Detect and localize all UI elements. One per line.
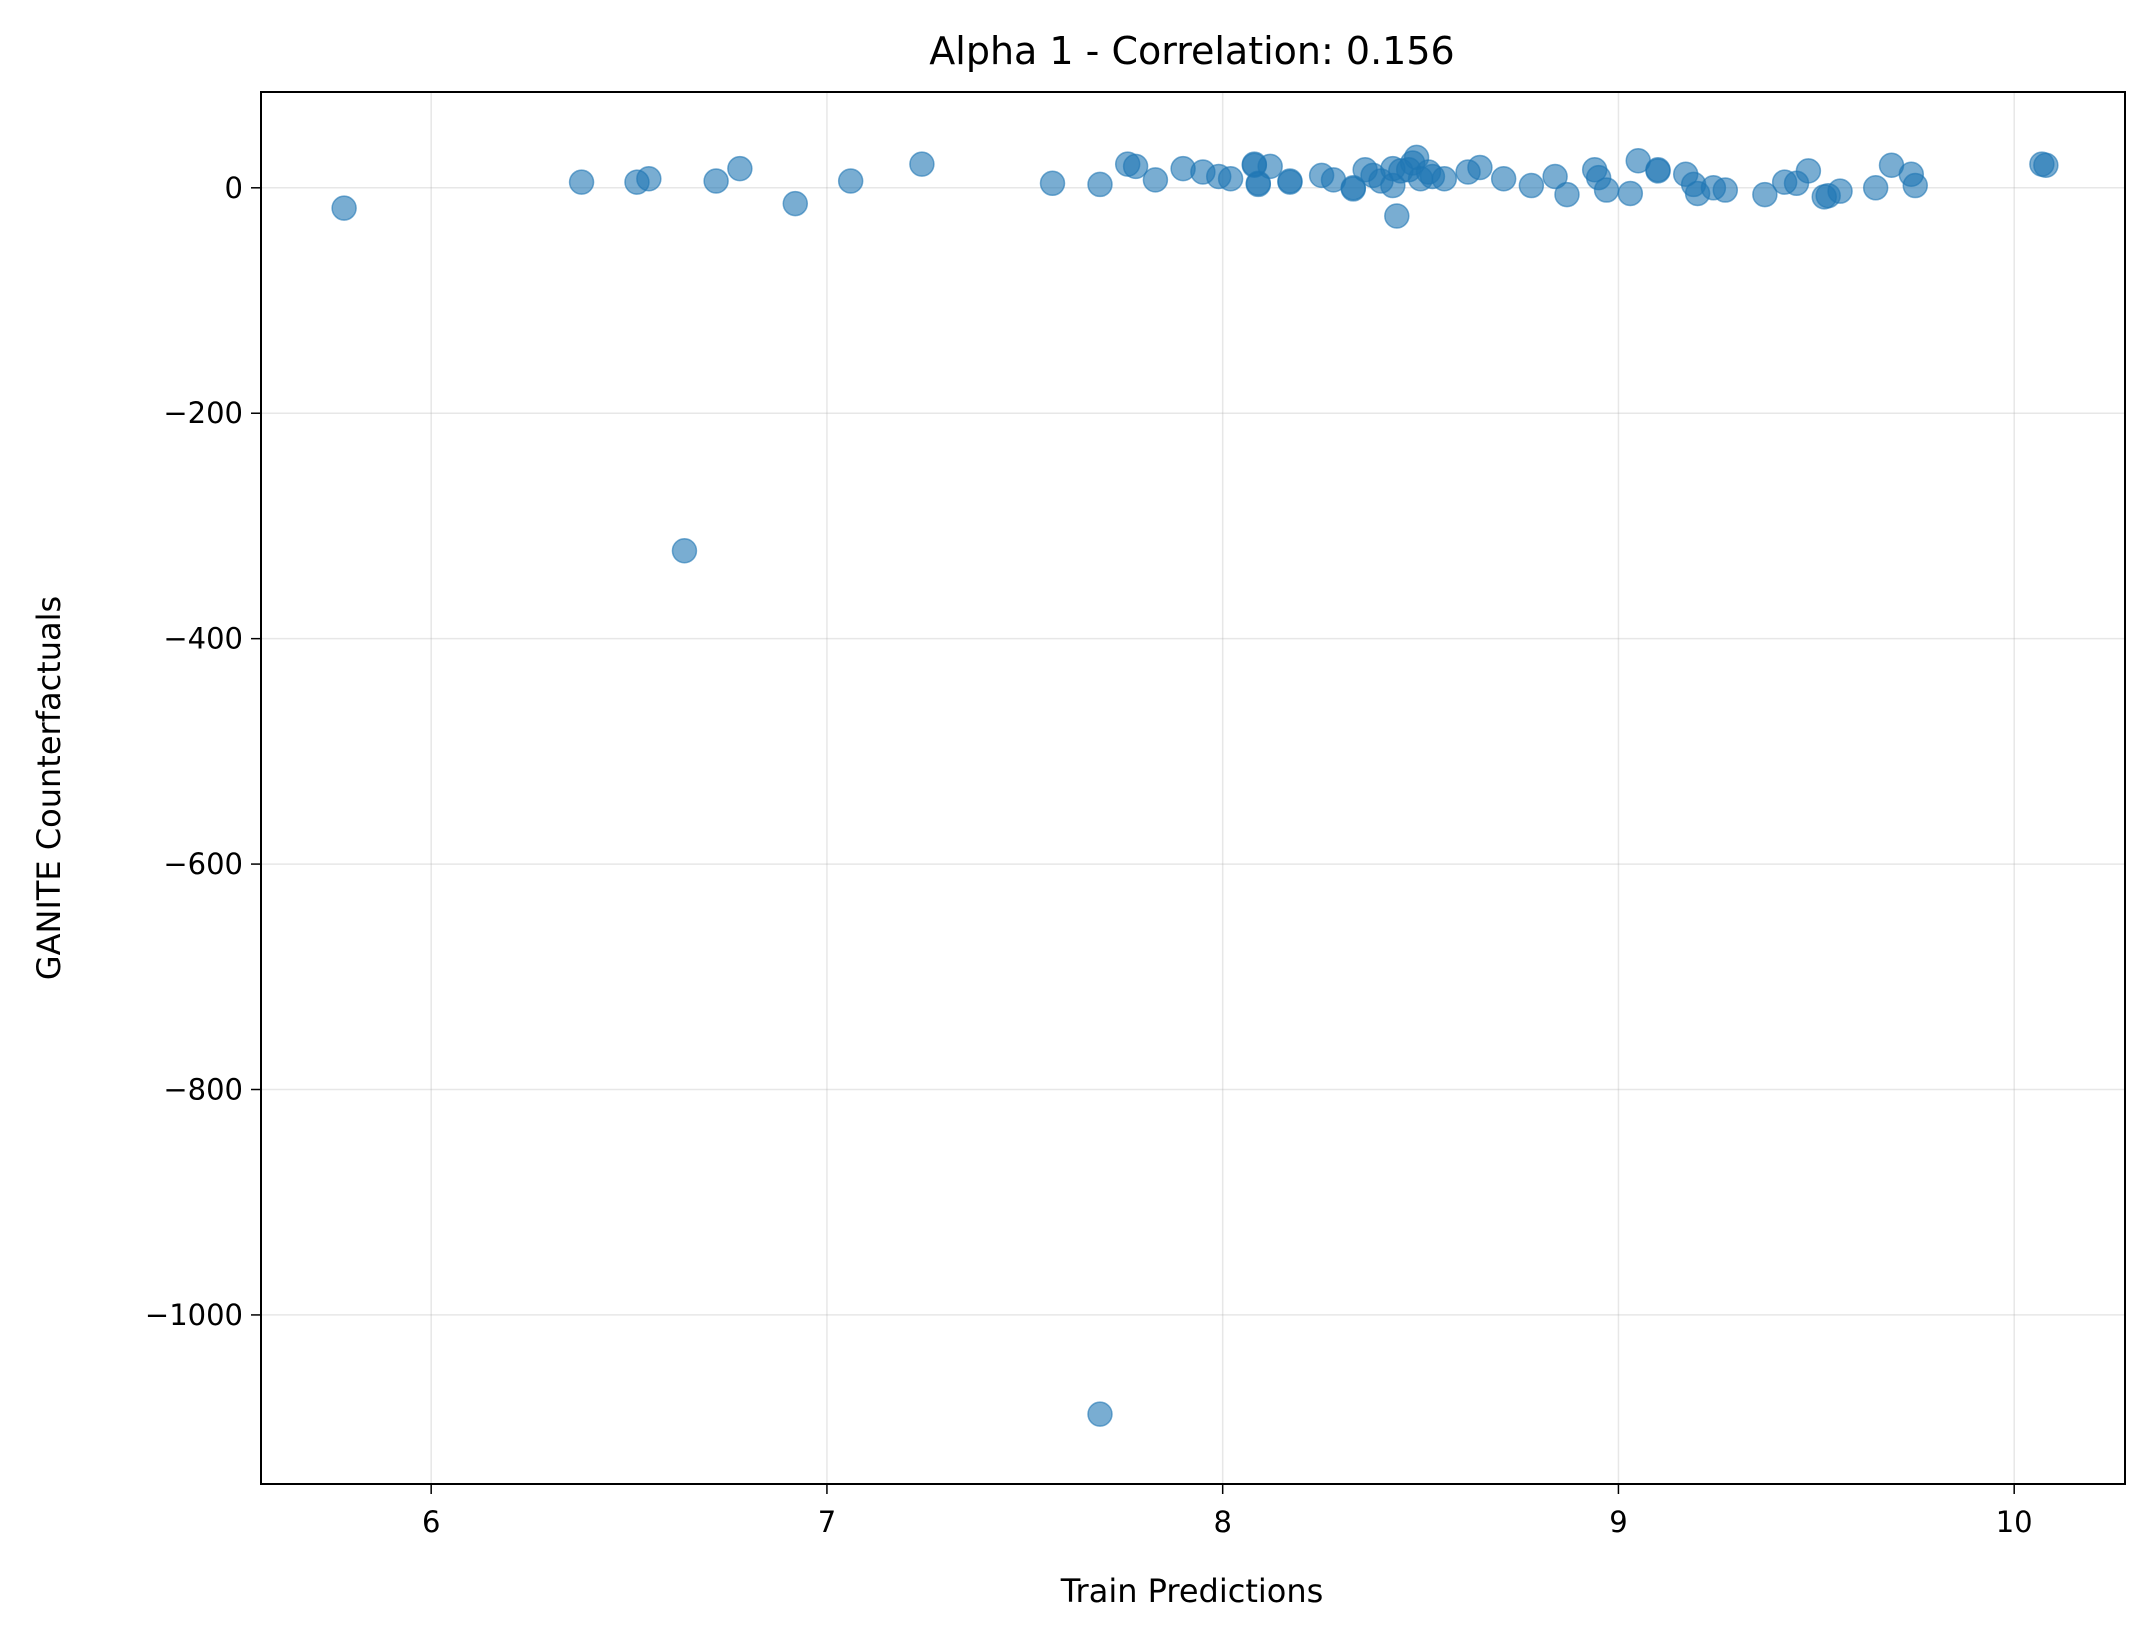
scatter-point <box>1467 154 1493 181</box>
scatter-point <box>782 190 809 217</box>
x-tick-label: 8 <box>1213 1505 1231 1539</box>
scatter-point <box>568 169 595 195</box>
x-tick-label: 6 <box>422 1505 440 1539</box>
scatter-point <box>1518 172 1545 199</box>
scatter-point <box>2033 152 2059 179</box>
y-tick-label: 0 <box>225 171 243 205</box>
y-tick-label: −200 <box>163 396 243 430</box>
y-tick-label: −1000 <box>145 1298 243 1332</box>
scatter-point <box>1827 178 1853 204</box>
scatter-point <box>909 151 935 177</box>
chart-title: Alpha 1 - Correlation: 0.156 <box>929 29 1454 73</box>
x-axis-ticks: 6 7 8 9 10 <box>422 1484 2033 1539</box>
scatter-point <box>1593 177 1620 203</box>
data-points <box>331 144 2059 1427</box>
scatter-point <box>671 537 698 564</box>
scatter-point <box>1217 166 1244 192</box>
y-tick-label: −600 <box>163 847 243 881</box>
scatter-point <box>1862 175 1889 201</box>
scatter-point <box>1490 166 1517 192</box>
y-tick-label: −400 <box>163 622 243 656</box>
x-tick-label: 7 <box>818 1505 836 1539</box>
scatter-point <box>1617 180 1644 207</box>
scatter-point <box>1122 153 1149 180</box>
scatter-point <box>1902 172 1929 199</box>
scatter-point <box>1431 166 1458 192</box>
scatter-point <box>636 166 662 192</box>
scatter-point <box>703 168 729 194</box>
scatter-point <box>1712 177 1739 203</box>
scatter-point <box>1384 203 1410 229</box>
scatter-point <box>1795 158 1822 184</box>
scatter-point <box>1542 163 1568 190</box>
y-axis-label: GANITE Counterfactuals <box>30 596 68 980</box>
plot-frame <box>260 91 2126 1485</box>
scatter-point <box>1087 171 1113 198</box>
scatter-point <box>1340 175 1367 201</box>
y-axis-ticks: 0 −200 −400 −600 −800 −1000 <box>145 171 261 1332</box>
x-axis-label: Train Predictions <box>1060 1572 1324 1610</box>
y-tick-label: −800 <box>163 1073 243 1107</box>
scatter-point <box>331 195 357 221</box>
x-tick-label: 9 <box>1609 1505 1627 1539</box>
scatter-point <box>1752 181 1778 208</box>
scatter-point <box>1087 1401 1113 1427</box>
scatter-point <box>1039 170 1066 197</box>
scatter-point <box>727 155 753 182</box>
scatter-point <box>837 168 864 194</box>
scatter-point <box>1554 181 1580 208</box>
scatter-point <box>1277 169 1303 195</box>
scatter-point <box>1142 167 1169 193</box>
scatter-point <box>1645 158 1671 184</box>
scatter-point <box>1257 153 1283 180</box>
x-tick-label: 10 <box>1996 1505 2033 1539</box>
